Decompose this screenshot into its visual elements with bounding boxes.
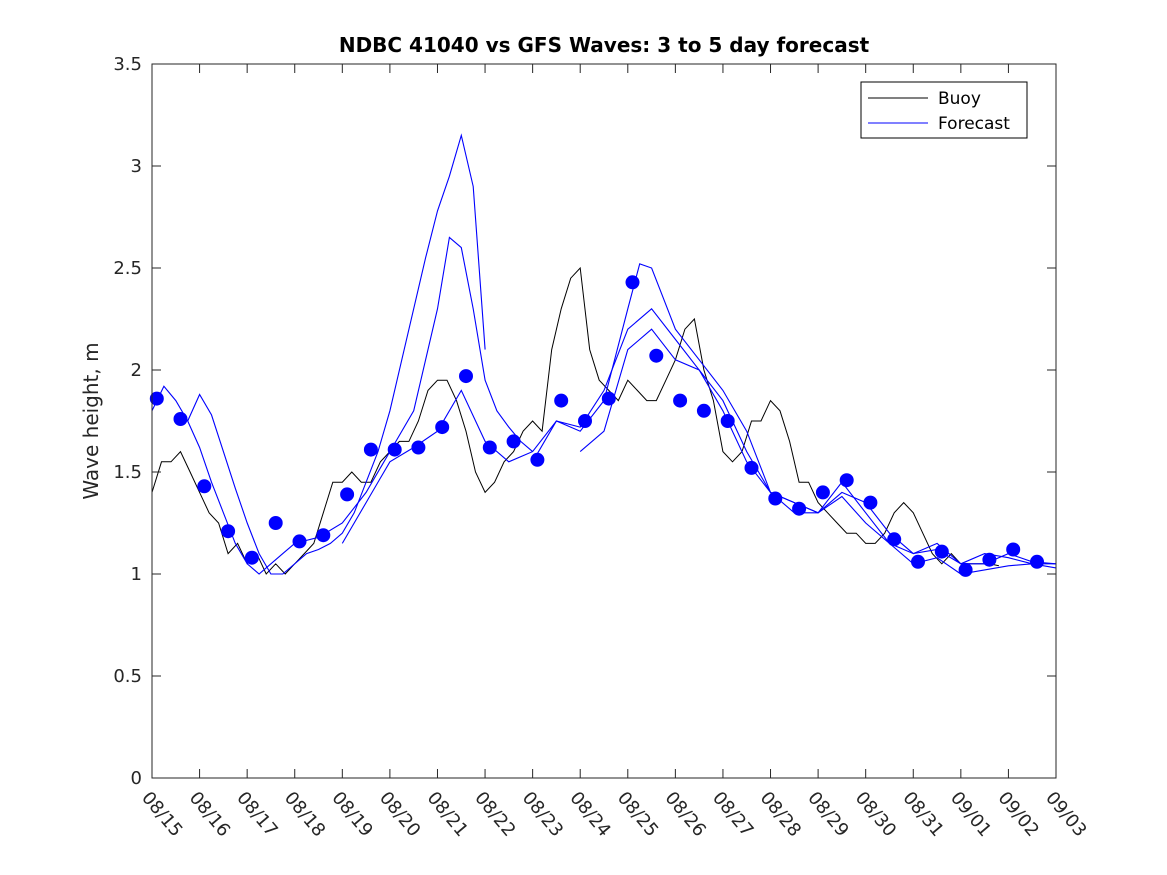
forecast-marker [244,550,259,565]
forecast-marker [1006,542,1021,557]
forecast-marker [268,516,283,530]
forecast-marker [863,495,878,510]
forecast-marker [387,442,402,457]
axes-box [151,63,1057,779]
forecast-line-3 [294,236,533,544]
y-tick-label: 0 [131,768,142,789]
forecast-marker [839,473,854,488]
legend-forecast-label: Forecast [938,114,1010,134]
chart-title: NDBC 41040 vs GFS Waves: 3 to 5 day fore… [339,33,870,57]
forecast-marker [649,348,664,363]
forecast-marker [173,412,188,426]
forecast-marker [792,501,807,516]
forecast-marker [815,485,830,500]
y-tick-label: 2 [131,360,142,381]
forecast-marker [459,369,473,384]
y-tick-label: 2.5 [113,258,142,279]
forecast-marker [958,562,973,577]
forecast-marker [625,275,640,290]
forecast-marker [934,544,949,559]
forecast-marker [435,420,450,435]
forecast-marker [530,452,545,467]
forecast-series-group [151,133,1057,575]
y-tick-label: 1 [131,564,142,585]
forecast-marker [1030,554,1044,569]
forecast-marker [578,414,592,428]
legend-buoy-label: Buoy [938,89,981,109]
forecast-marker [340,487,355,502]
y-axis-label: Wave height, m [79,342,103,499]
forecast-marker [982,552,997,567]
forecast-marker-group [149,275,1044,577]
forecast-marker [601,391,616,406]
forecast-marker [673,393,688,408]
forecast-line-2 [187,133,486,575]
plot-area [152,64,1056,778]
legend: Buoy Forecast [860,81,1028,139]
y-tick-label: 1.5 [113,462,142,483]
forecast-marker [768,491,783,506]
forecast-marker [149,391,164,406]
forecast-marker [554,393,569,408]
forecast-marker [720,414,735,428]
y-tick-label: 3 [131,156,142,177]
y-tick-label: 3.5 [113,54,142,75]
forecast-marker [744,460,759,475]
forecast-marker [887,532,902,547]
forecast-marker [197,479,212,494]
forecast-marker [911,554,925,569]
forecast-marker [316,528,331,543]
forecast-marker [221,524,236,539]
forecast-marker [482,440,497,455]
forecast-line-1 [151,385,296,575]
forecast-line-6 [579,328,1056,575]
forecast-marker [292,534,307,549]
legend-box [860,81,1028,139]
forecast-marker [696,403,711,418]
forecast-marker [363,442,378,457]
y-tick-label: 0.5 [113,666,142,687]
forecast-marker [411,440,426,455]
forecast-marker [506,434,521,449]
